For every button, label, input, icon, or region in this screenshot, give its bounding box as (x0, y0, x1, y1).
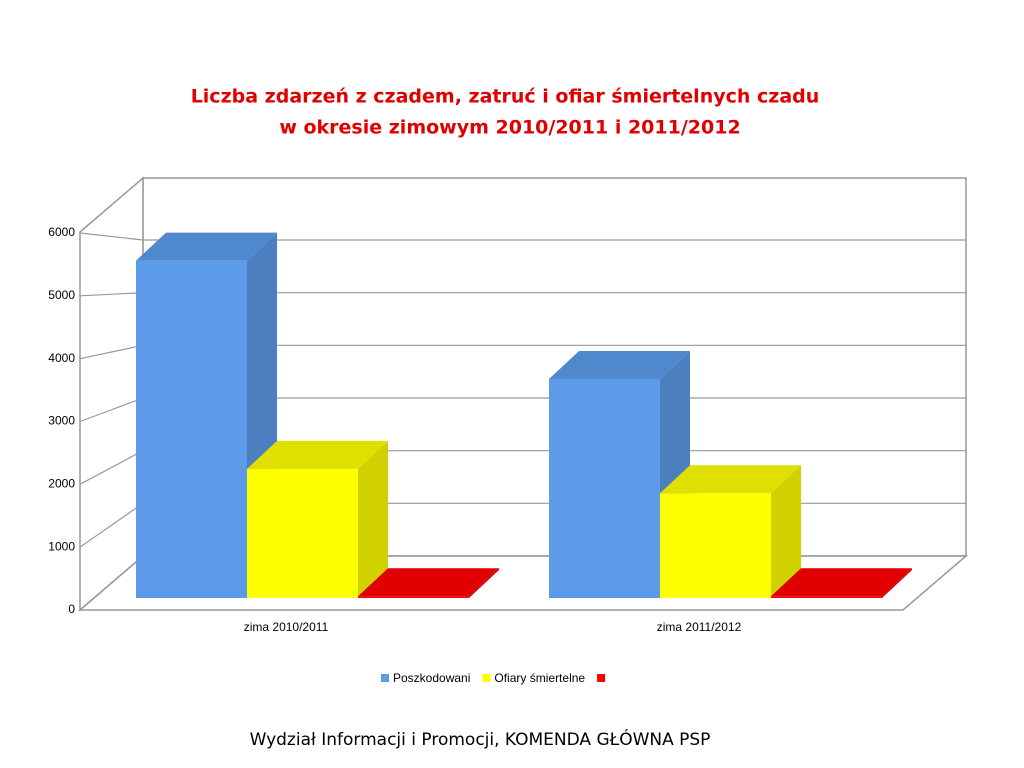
bar (771, 596, 882, 598)
grid-line (79, 397, 144, 423)
grid-line (79, 450, 144, 485)
bar-side (469, 568, 499, 598)
y-tick-label: 1000 (48, 539, 75, 553)
bar (549, 379, 660, 598)
bar (247, 468, 358, 598)
bar-side (358, 440, 388, 598)
bar-top (247, 440, 388, 469)
grid-line (79, 502, 144, 548)
grid-line (79, 344, 144, 360)
legend-label: Ofiary śmiertelne (494, 671, 585, 685)
bar-top (771, 568, 912, 597)
grid-line (79, 292, 144, 297)
grid-line (79, 232, 144, 241)
grid-line (79, 555, 144, 611)
chart-title: Liczba zdarzeń z czadem, zatruć i ofiar … (191, 86, 820, 108)
bar (660, 493, 771, 598)
y-tick-label: 4000 (48, 351, 75, 365)
x-tick-label: zima 2010/2011 (244, 620, 329, 634)
bar-top (660, 465, 801, 494)
legend-swatch (597, 674, 606, 682)
legend-label: Poszkodowani (393, 671, 470, 685)
x-tick-label: zima 2011/2012 (657, 620, 742, 634)
bar (136, 260, 247, 598)
legend-swatch (482, 674, 491, 682)
bar-top (549, 351, 690, 380)
y-tick-label: 5000 (48, 288, 75, 302)
chart-title: w okresie zimowym 2010/2011 i 2011/2012 (279, 117, 740, 139)
y-tick-label: 6000 (48, 225, 75, 239)
legend-swatch (381, 674, 389, 682)
bar-side (882, 568, 912, 598)
bar (358, 596, 469, 598)
bar-top (358, 568, 499, 597)
y-tick-label: 3000 (48, 414, 75, 428)
footer: Wydział Informacji i Promocji, KOMENDA G… (250, 728, 711, 750)
y-tick-label: 2000 (48, 477, 75, 491)
bar-side (771, 465, 801, 598)
y-tick-label: 0 (68, 602, 75, 616)
bar-top (136, 232, 277, 261)
